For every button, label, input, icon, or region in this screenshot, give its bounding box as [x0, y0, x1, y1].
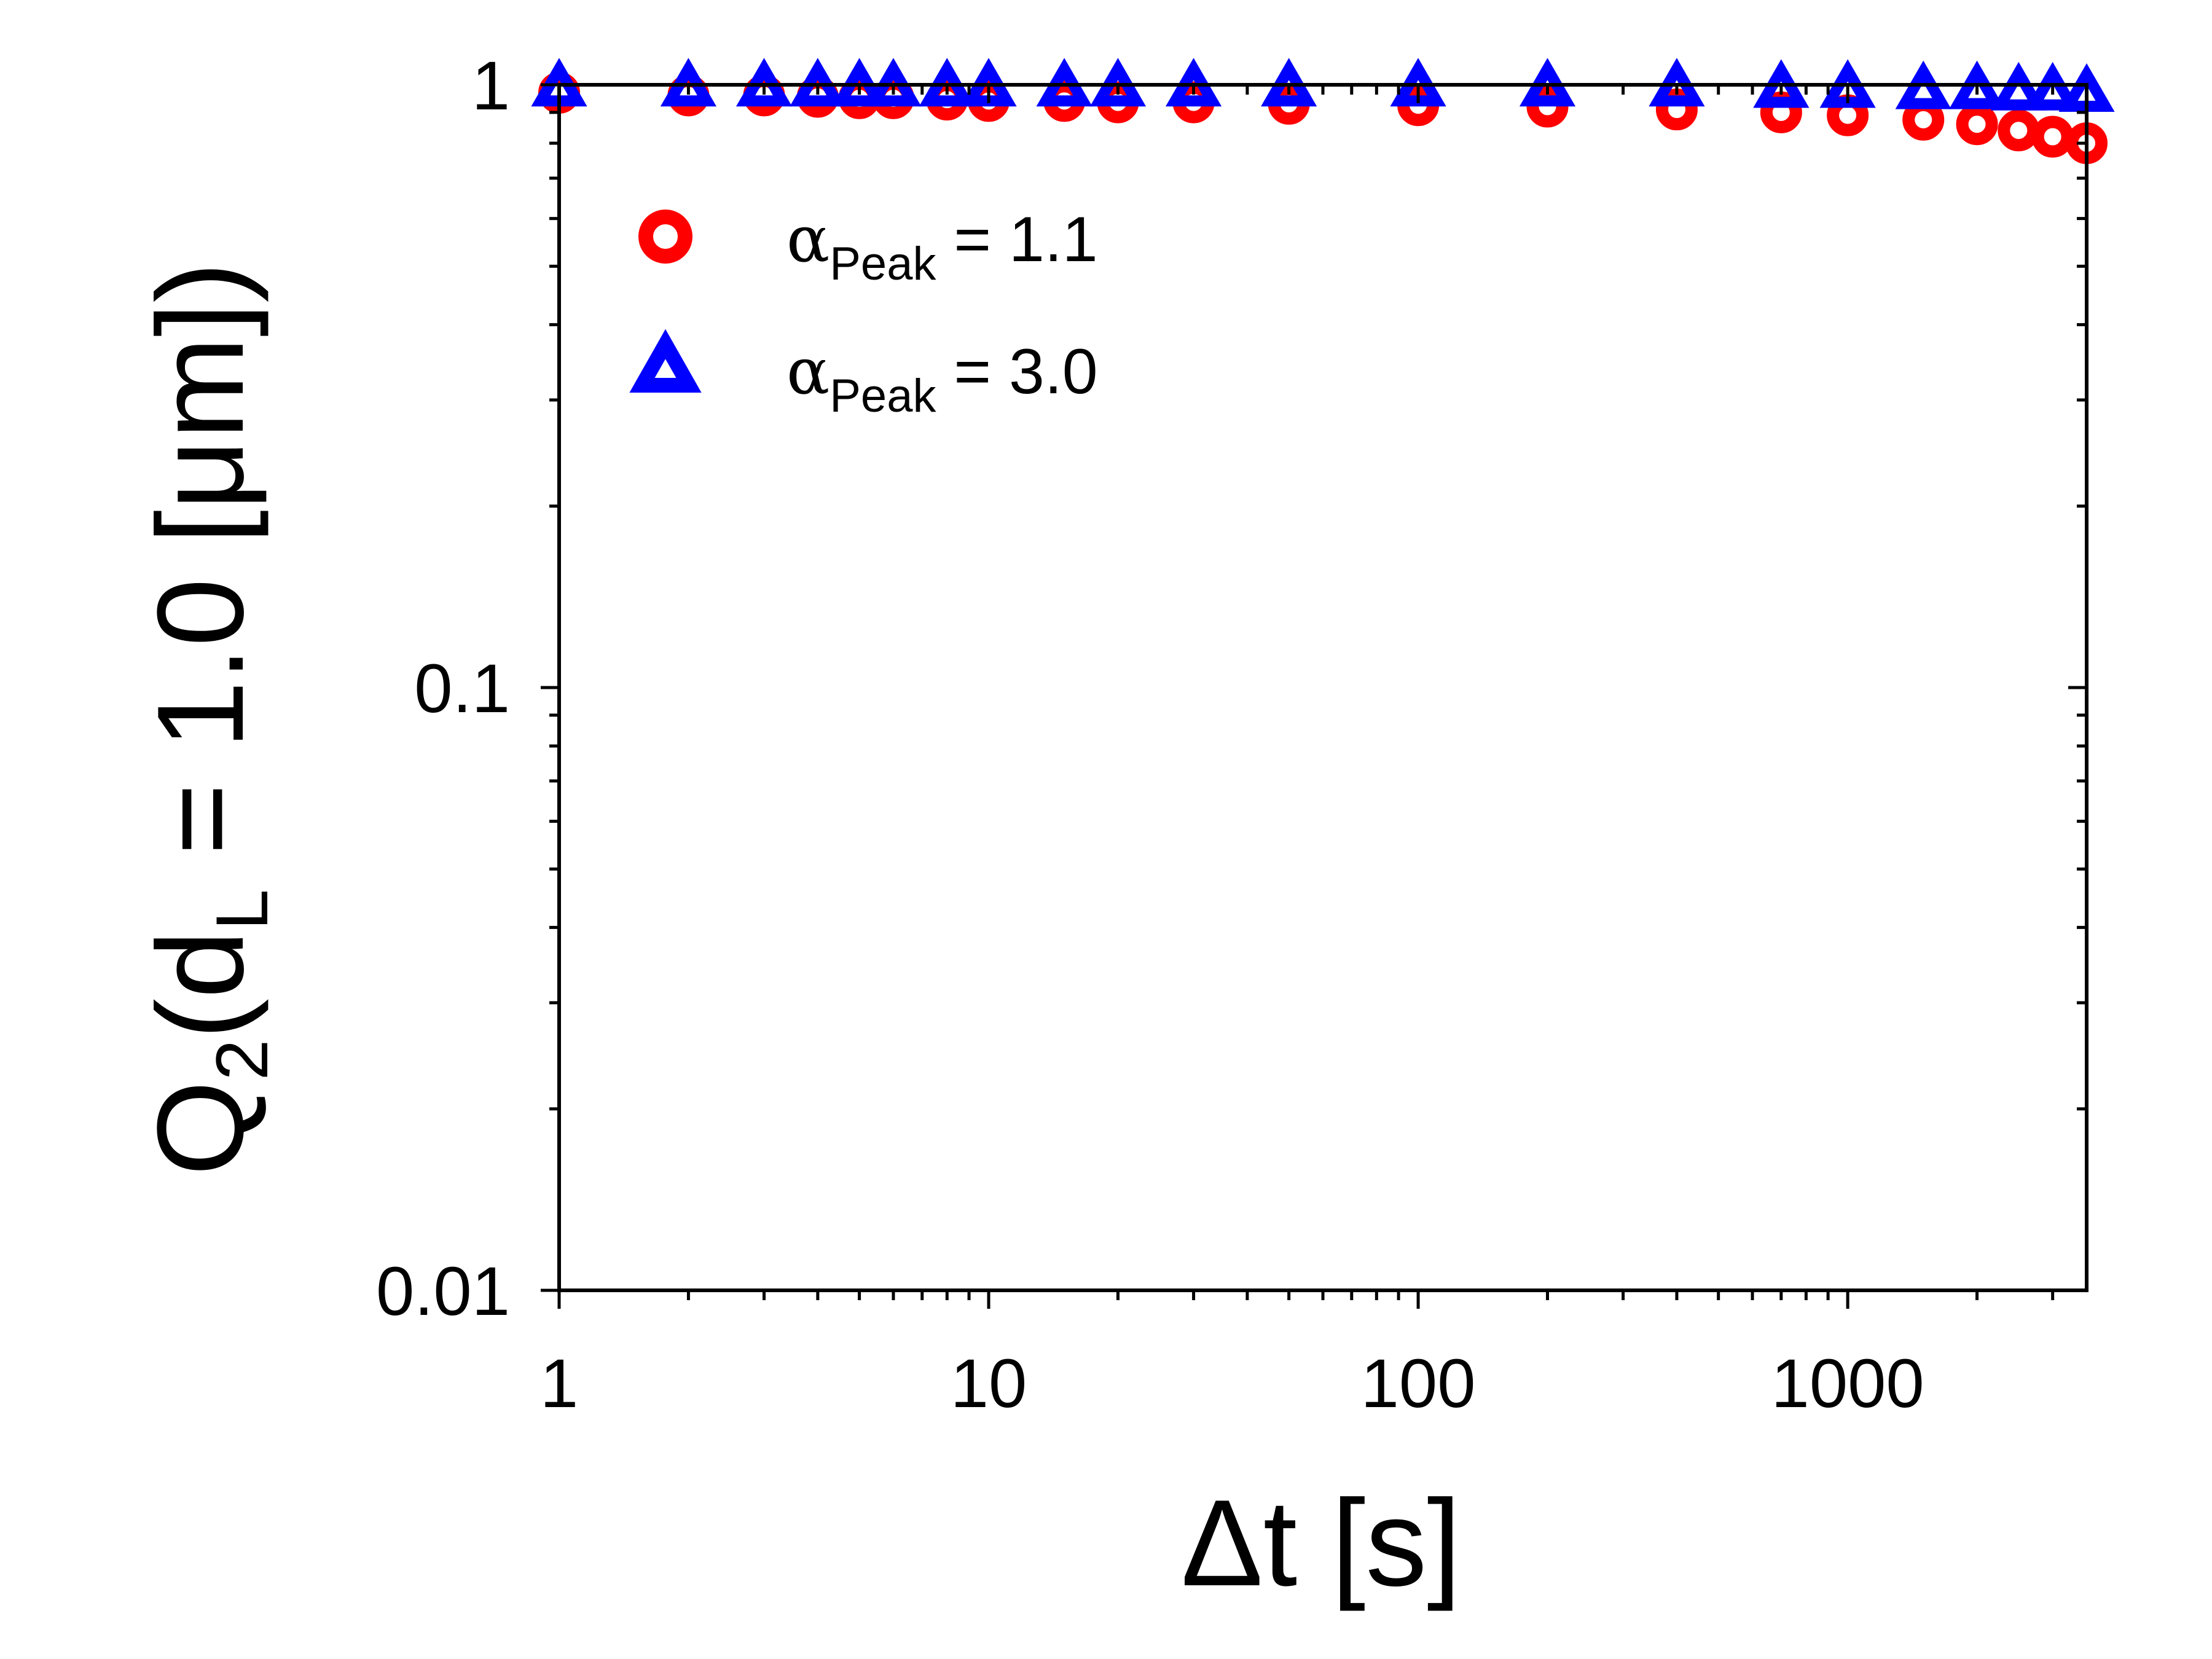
x-tick-label: 1: [540, 1345, 578, 1422]
data-point-triangle: [1990, 61, 2047, 111]
plot-frame: [557, 83, 2088, 1292]
x-tick-label: 100: [1361, 1345, 1476, 1422]
x-tick-label: 1000: [1771, 1345, 1924, 1422]
legend-marker-triangle: [629, 329, 702, 393]
y-axis-title: Q2(dL = 1.0 [μm]): [132, 262, 283, 1176]
legend-label-2: αPeak = 3.0: [786, 334, 1098, 422]
legend-label-1: αPeak = 1.1: [786, 202, 1098, 290]
legend: αPeak = 1.1 αPeak = 3.0: [629, 202, 1098, 422]
data-point-triangle: [1948, 60, 2006, 109]
data-point-triangle: [2025, 61, 2081, 111]
tick-labels: 1 10 100 1000 0.01 0.1 1: [376, 47, 1924, 1422]
y-tick-label: 0.01: [376, 1253, 510, 1330]
legend-marker-circle: [638, 210, 692, 264]
y-tick-label: 0.1: [414, 650, 510, 727]
y-tick-label: 1: [472, 47, 510, 124]
data-point-circle: [1956, 103, 1998, 146]
x-axis-title: Δt [s]: [1181, 1475, 1461, 1612]
legend-entry-2: αPeak = 3.0: [629, 329, 1098, 422]
x-tick-label: 10: [951, 1345, 1027, 1422]
legend-entry-1: αPeak = 1.1: [638, 202, 1098, 290]
data-markers: [531, 58, 2115, 165]
data-point-triangle: [1895, 60, 1951, 109]
data-point-circle: [1655, 88, 1698, 131]
